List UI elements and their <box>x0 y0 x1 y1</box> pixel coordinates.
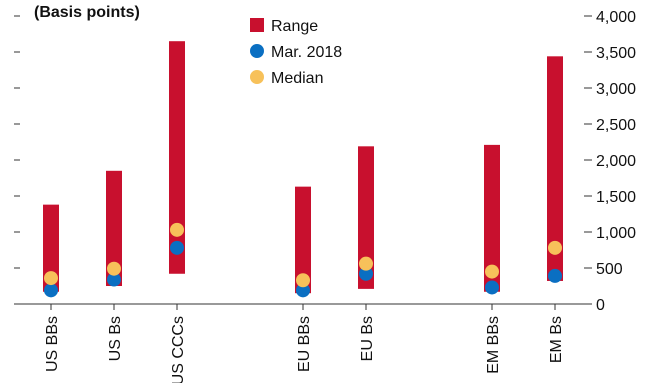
mar-2018-point <box>296 283 310 298</box>
category-label: US Bs <box>107 316 124 361</box>
legend-range-swatch <box>250 18 264 32</box>
category-label: EM Bs <box>548 316 565 363</box>
median-point <box>485 264 499 279</box>
data-points <box>44 222 562 298</box>
y-tick-label: 1,500 <box>596 189 636 206</box>
range-bar <box>484 144 500 292</box>
right-axis: 0 500 1,000 1,500 2,000 2,500 3,000 3,500 4,000 <box>584 9 636 314</box>
category-label: EU BBs <box>296 316 313 372</box>
y-tick-label: 3,500 <box>596 45 636 62</box>
mar-2018-point <box>44 283 58 298</box>
median-point <box>170 222 184 237</box>
chart-subtitle: (Basis points) <box>34 4 140 21</box>
range-bars <box>43 41 563 294</box>
range-bar <box>358 146 374 289</box>
mar-2018-point <box>548 268 562 283</box>
category-label: EM BBs <box>485 316 502 374</box>
y-tick-label: 2,000 <box>596 153 636 170</box>
median-point <box>107 261 121 276</box>
median-point <box>44 271 58 286</box>
median-point <box>548 240 562 255</box>
legend-point-swatch <box>250 44 264 58</box>
y-tick-label: 1,000 <box>596 225 636 242</box>
mar-2018-point <box>170 240 184 255</box>
y-tick-label: 500 <box>596 261 623 278</box>
legend-label: Median <box>271 70 323 87</box>
range-bar <box>547 56 563 281</box>
y-tick-label: 0 <box>596 297 605 314</box>
range-bar <box>106 170 122 286</box>
legend-point-swatch <box>250 70 264 84</box>
median-point <box>359 256 373 271</box>
legend-label: Range <box>271 18 318 35</box>
mar-2018-point <box>485 280 499 295</box>
range-bar <box>43 204 59 292</box>
left-axis <box>14 15 584 310</box>
mar-2018-point <box>359 266 373 281</box>
category-label: US CCCs <box>170 316 187 383</box>
range-bar <box>169 41 185 274</box>
y-tick-label: 3,000 <box>596 81 636 98</box>
legend: Range Mar. 2018 Median <box>250 18 342 87</box>
category-label: EU Bs <box>359 316 376 361</box>
mar-2018-point <box>107 272 121 287</box>
legend-label: Mar. 2018 <box>271 44 342 61</box>
category-label: US BBs <box>44 316 61 372</box>
median-point <box>296 273 310 288</box>
range-bar <box>295 186 311 294</box>
category-labels: US BBs US Bs US CCCs EU BBs EU Bs EM BBs EM Bs <box>44 316 565 383</box>
y-tick-label: 2,500 <box>596 117 636 134</box>
y-tick-label: 4,000 <box>596 9 636 26</box>
